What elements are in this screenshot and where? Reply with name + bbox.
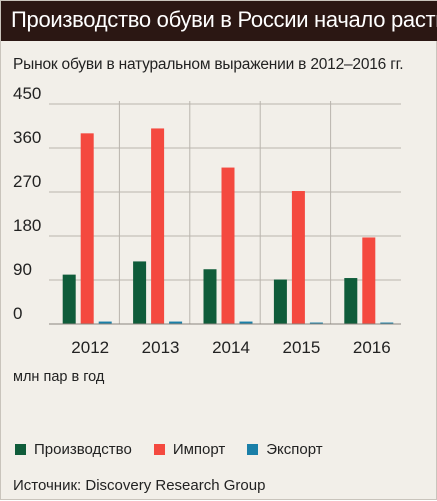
bar-export xyxy=(169,321,183,324)
y-tick-label: 360 xyxy=(13,128,41,147)
bar-production xyxy=(344,278,358,324)
legend-item-export: Экспорт xyxy=(247,441,323,458)
legend-swatch-production xyxy=(15,444,26,455)
y-tick-label: 270 xyxy=(13,172,41,191)
bar-production xyxy=(133,261,147,324)
bar-production xyxy=(203,269,217,324)
y-tick-label: 450 xyxy=(13,84,41,103)
source-note: Источник: Discovery Research Group xyxy=(13,477,266,494)
bar-import xyxy=(80,133,94,324)
bar-import xyxy=(221,167,235,324)
y-tick-label: 180 xyxy=(13,216,41,235)
legend-item-import: Импорт xyxy=(153,441,226,458)
legend-label-export: Экспорт xyxy=(266,441,323,458)
chart-subtitle: Рынок обуви в натуральном выражении в 20… xyxy=(13,56,404,73)
y-tick-label: 90 xyxy=(13,260,32,279)
title-bar: Производство обуви в России начало расти xyxy=(1,1,437,41)
x-tick-label: 2014 xyxy=(212,338,250,357)
bar-export xyxy=(239,321,253,324)
x-tick-label: 2012 xyxy=(71,338,109,357)
bar-import xyxy=(151,128,165,324)
unit-label: млн пар в год xyxy=(13,369,105,385)
legend-label-production: Производство xyxy=(34,441,132,458)
bar-production xyxy=(273,279,287,324)
legend-label-import: Импорт xyxy=(172,441,226,458)
bar-export xyxy=(98,321,112,324)
bar-production xyxy=(62,274,76,324)
legend-swatch-export xyxy=(247,444,259,455)
bar-import xyxy=(362,237,376,324)
legend-swatch-import xyxy=(153,444,165,455)
x-tick-label: 2015 xyxy=(282,338,320,357)
y-tick-label: 0 xyxy=(13,304,22,323)
legend-item-production: Производство xyxy=(15,441,132,458)
x-tick-label: 2016 xyxy=(353,338,391,357)
chart-title: Производство обуви в России начало расти xyxy=(11,7,437,32)
legend: Производство Импорт Экспорт xyxy=(15,441,345,458)
x-tick-label: 2013 xyxy=(142,338,180,357)
bar-export xyxy=(309,322,323,324)
bar-export xyxy=(380,322,394,324)
bar-import xyxy=(291,191,305,324)
